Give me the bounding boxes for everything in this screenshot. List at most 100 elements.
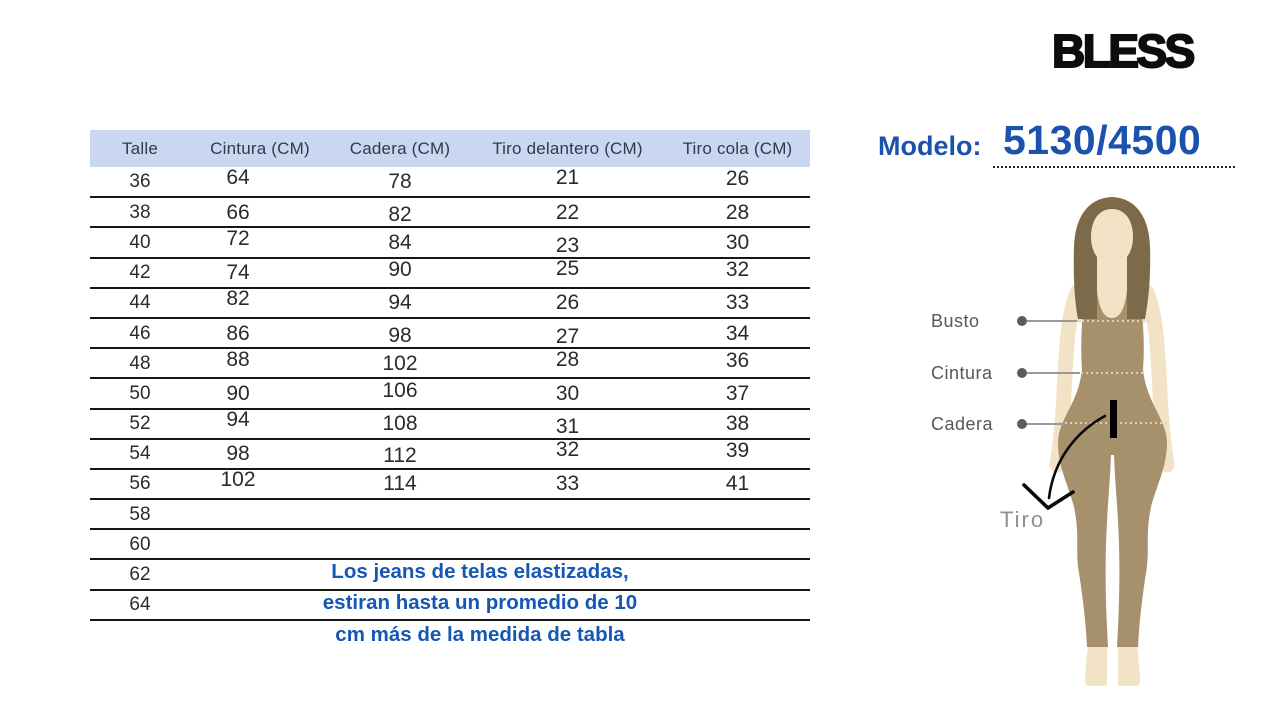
table-cell xyxy=(190,525,330,555)
measure-row-cadera: Cadera xyxy=(931,413,1065,435)
column-header-talle: Talle xyxy=(90,130,190,167)
table-cell: 56 xyxy=(129,473,151,495)
tiro-marker xyxy=(1110,400,1117,438)
table-cell: 28 xyxy=(725,200,750,224)
table-cell: 82 xyxy=(388,202,412,226)
size-chart-table: Talle Cintura (CM) Cadera (CM) Tiro dela… xyxy=(90,130,810,621)
table-cell: 82 xyxy=(226,287,250,311)
table-cell: 48 xyxy=(129,352,151,374)
table-cell: 25 xyxy=(555,257,580,281)
column-header-cintura: Cintura (CM) xyxy=(190,130,330,167)
table-cell: 26 xyxy=(555,291,580,315)
table-cell: 23 xyxy=(555,233,580,257)
table-row: 60 xyxy=(90,526,810,560)
table-cell: 78 xyxy=(388,170,412,194)
table-cell: 36 xyxy=(129,171,151,193)
table-cell xyxy=(330,529,470,559)
table-cell: 42 xyxy=(129,262,151,284)
table-cell: 64 xyxy=(226,166,250,190)
table-row: 46 86 98 27 34 xyxy=(90,318,810,349)
table-cell: 106 xyxy=(382,378,418,402)
table-cell: 39 xyxy=(725,439,750,463)
table-row: 44 82 94 26 33 xyxy=(90,288,810,318)
stretch-note-line: estiran hasta un promedio de 10 xyxy=(322,591,638,615)
table-row: 48 88 102 28 36 xyxy=(90,348,810,379)
table-cell: 88 xyxy=(226,347,250,371)
table-row: 62 xyxy=(90,559,810,590)
table-cell: 62 xyxy=(129,564,151,586)
table-cell: 26 xyxy=(725,167,750,191)
body-measurement-figure xyxy=(1022,197,1175,686)
tiro-label: Tiro xyxy=(1000,507,1046,532)
table-cell: 37 xyxy=(725,381,750,405)
busto-leader-line xyxy=(1027,320,1077,322)
cadera-leader-line xyxy=(1027,423,1065,425)
cadera-label: Cadera xyxy=(931,413,994,434)
table-cell xyxy=(665,499,810,529)
table-cell: 41 xyxy=(725,472,750,496)
model-label: Modelo: xyxy=(878,131,982,161)
table-cell: 60 xyxy=(129,533,151,555)
table-cell: 27 xyxy=(555,324,580,348)
table-cell: 94 xyxy=(388,291,412,315)
cadera-dot-icon xyxy=(1017,419,1027,429)
table-cell: 40 xyxy=(129,231,151,253)
table-cell: 21 xyxy=(555,166,580,190)
table-cell: 44 xyxy=(129,292,151,314)
table-cell: 52 xyxy=(129,413,151,435)
table-cell: 72 xyxy=(226,226,250,250)
table-cell: 38 xyxy=(725,412,750,436)
table-cell: 46 xyxy=(129,322,151,344)
table-cell: 90 xyxy=(226,381,250,405)
table-cell: 36 xyxy=(725,348,750,372)
busto-label: Busto xyxy=(931,310,980,331)
cintura-leader-line xyxy=(1027,372,1080,374)
table-cell: 34 xyxy=(725,321,750,345)
cintura-label: Cintura xyxy=(931,362,993,383)
stretch-note-line: cm más de la medida de tabla xyxy=(335,622,625,646)
table-cell xyxy=(665,526,810,556)
table-row: 54 98 112 32 39 xyxy=(90,439,810,469)
table-cell: 38 xyxy=(129,201,151,223)
table-cell: 30 xyxy=(555,381,580,405)
table-cell: 112 xyxy=(383,444,417,468)
table-cell: 33 xyxy=(725,291,750,315)
table-row: 40 72 84 23 30 xyxy=(90,227,810,258)
column-header-tiro-cola: Tiro cola (CM) xyxy=(665,130,810,167)
table-row: 64 xyxy=(90,590,810,620)
table-cell: 98 xyxy=(388,323,412,347)
table-cell: 31 xyxy=(555,415,580,439)
bodysuit-shape xyxy=(1058,281,1167,647)
table-cell: 66 xyxy=(226,200,250,224)
table-cell: 74 xyxy=(226,261,250,285)
table-row: 56 102 114 33 41 xyxy=(90,469,810,500)
table-cell: 33 xyxy=(555,472,580,496)
table-cell: 32 xyxy=(725,258,750,282)
table-header-row: Talle Cintura (CM) Cadera (CM) Tiro dela… xyxy=(90,130,810,167)
table-cell: 86 xyxy=(226,321,250,345)
table-cell: 90 xyxy=(388,258,412,282)
table-cell xyxy=(330,496,470,526)
measure-row-cintura: Cintura xyxy=(931,362,1080,384)
table-cell: 50 xyxy=(129,382,151,404)
table-cell: 102 xyxy=(382,351,418,375)
cintura-dot-icon xyxy=(1017,368,1027,378)
table-cell: 58 xyxy=(129,503,151,525)
table-cell: 54 xyxy=(129,443,151,465)
table-cell: 102 xyxy=(220,468,256,492)
table-cell xyxy=(470,525,665,555)
stretch-note: Los jeans de telas elastizadas, estiran … xyxy=(240,556,720,650)
column-header-tiro-delantero: Tiro delantero (CM) xyxy=(470,130,665,167)
model-underline xyxy=(993,166,1235,168)
table-cell: 32 xyxy=(555,438,580,462)
table-cell: 30 xyxy=(725,230,750,254)
table-cell: 98 xyxy=(226,442,250,466)
table-row: 52 94 108 31 38 xyxy=(90,409,810,439)
table-cell: 94 xyxy=(226,408,250,432)
table-cell: 64 xyxy=(129,594,151,616)
stretch-note-line: Los jeans de telas elastizadas, xyxy=(331,560,629,583)
table-row: 36 64 78 21 26 xyxy=(90,167,810,198)
face-shape xyxy=(1091,209,1133,265)
table-row: 38 66 82 22 28 xyxy=(90,197,810,228)
brand-logo: BLESS xyxy=(1051,24,1196,78)
